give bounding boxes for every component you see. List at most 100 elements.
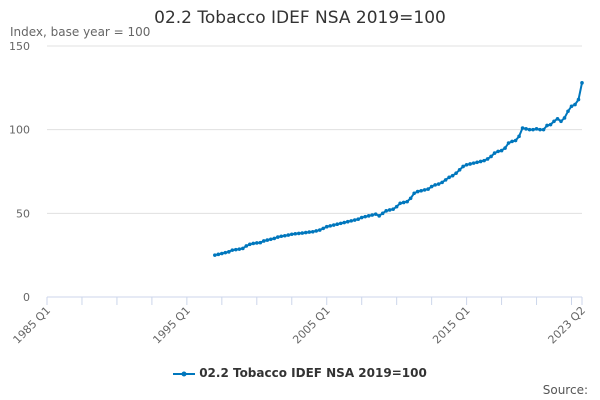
data-point (436, 182, 441, 186)
data-point (261, 239, 266, 243)
data-point (569, 104, 574, 109)
data-point (422, 188, 427, 192)
data-point (408, 196, 413, 201)
data-point (234, 247, 238, 252)
data-point (268, 237, 273, 242)
data-point (464, 163, 469, 167)
data-point (289, 232, 294, 237)
x-tick-label: 2015 Q1 (430, 304, 473, 347)
x-tick-label: 1985 Q1 (11, 304, 54, 347)
data-point (492, 151, 497, 155)
data-point (552, 119, 556, 124)
data-point (433, 183, 437, 187)
data-point (454, 171, 458, 175)
data-point (531, 127, 535, 132)
data-point (555, 116, 560, 121)
data-point (426, 187, 430, 191)
data-point (412, 191, 416, 196)
data-point (440, 180, 444, 185)
data-point (349, 219, 354, 223)
x-tick-label: 2005 Q1 (290, 304, 333, 347)
data-point (573, 102, 577, 107)
data-point (279, 234, 284, 239)
data-point (265, 238, 270, 242)
data-point (482, 158, 486, 163)
data-point (255, 241, 259, 245)
data-point (227, 250, 231, 254)
y-axis-label: Index, base year = 100 (10, 25, 151, 39)
data-point (545, 123, 549, 128)
source-label: Source: (542, 383, 588, 397)
data-point (237, 247, 242, 251)
data-point (541, 127, 546, 132)
data-point (548, 122, 553, 127)
data-point (471, 161, 476, 165)
legend[interactable]: 02.2 Tobacco IDEF NSA 2019=100 (0, 366, 600, 380)
data-point (328, 224, 333, 228)
data-point (370, 213, 374, 217)
data-point (380, 211, 385, 216)
data-point (384, 209, 388, 213)
data-point (506, 141, 511, 145)
data-point (429, 184, 434, 189)
data-point (373, 212, 378, 216)
data-point (241, 246, 245, 251)
data-point (356, 217, 361, 221)
data-point (342, 220, 347, 225)
data-point (244, 244, 249, 248)
data-point (517, 134, 521, 139)
data-point (580, 81, 584, 85)
data-point (391, 207, 395, 211)
data-point (213, 253, 217, 257)
data-point (216, 252, 221, 257)
data-point (352, 218, 357, 222)
data-point (457, 168, 462, 172)
data-point (496, 149, 500, 154)
data-point (398, 201, 402, 206)
data-point (468, 162, 472, 166)
data-point (394, 204, 399, 209)
data-point (345, 219, 350, 224)
data-point (527, 127, 532, 132)
data-point (377, 214, 381, 218)
data-point (286, 233, 291, 237)
data-point (282, 233, 287, 238)
data-point (562, 116, 567, 120)
data-point (220, 251, 224, 256)
data-point (534, 127, 539, 131)
data-point (366, 214, 371, 218)
data-point (296, 231, 301, 236)
data-point (503, 146, 507, 150)
data-point (450, 173, 455, 178)
y-tick-label: 100 (9, 124, 30, 137)
data-point (520, 126, 525, 130)
data-point (566, 109, 570, 114)
data-point (293, 231, 298, 236)
data-point (485, 157, 490, 161)
x-tick-label: 1995 Q1 (150, 304, 193, 347)
data-point (324, 224, 329, 229)
data-point (387, 208, 392, 212)
data-point (310, 229, 315, 234)
y-tick-label: 0 (23, 291, 30, 304)
data-point (331, 223, 336, 227)
data-point (335, 222, 340, 227)
data-point (272, 236, 277, 241)
series-line (214, 82, 583, 257)
data-point (559, 119, 563, 124)
data-point (576, 97, 581, 102)
data-point (307, 230, 312, 234)
data-point (499, 148, 504, 153)
data-point (303, 230, 308, 235)
chart-title: 02.2 Tobacco IDEF NSA 2019=100 (154, 8, 446, 28)
data-point (230, 248, 235, 252)
data-point (401, 200, 406, 205)
data-point (489, 154, 493, 159)
data-point (510, 139, 514, 144)
data-point (223, 250, 228, 255)
data-point (478, 159, 483, 164)
y-tick-label: 50 (16, 207, 30, 220)
data-point (258, 240, 263, 245)
data-point (475, 160, 479, 165)
